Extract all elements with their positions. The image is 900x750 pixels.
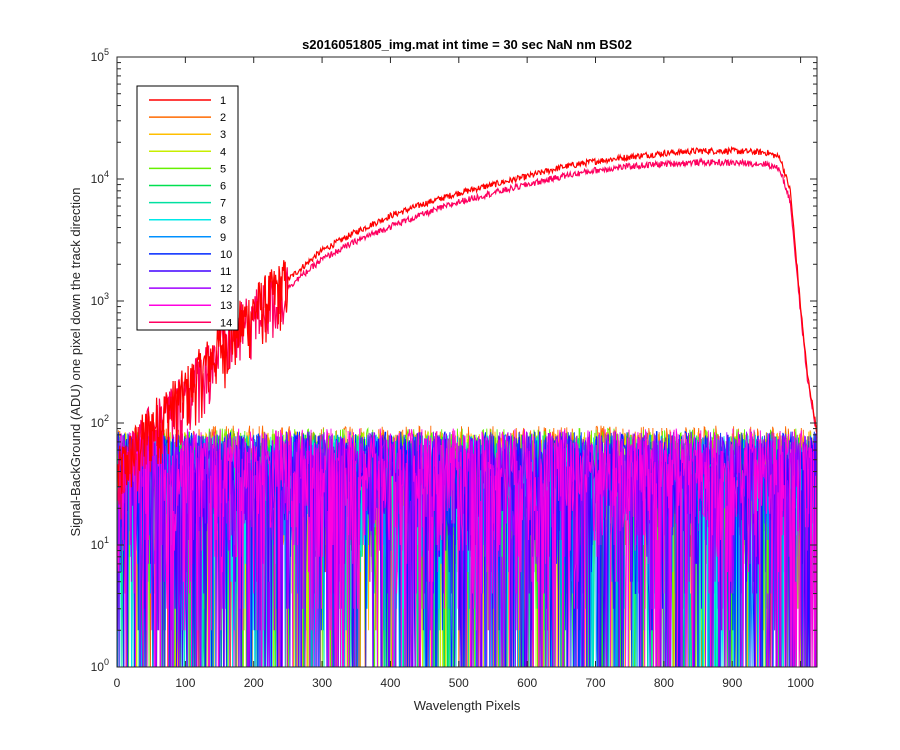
series-line-13: [117, 428, 818, 668]
legend-label-3: 3: [220, 129, 226, 141]
y-tick-label: 102: [91, 413, 109, 430]
y-tick-label: 101: [91, 535, 109, 552]
plot-area-frame: [116, 56, 818, 668]
x-tick-label: 900: [722, 676, 742, 690]
y-tick-label: 104: [91, 169, 109, 186]
y-axis-label: Signal-BackGround (ADU) one pixel down t…: [68, 187, 83, 536]
legend-label-11: 11: [220, 266, 231, 278]
x-axis-ticks: 0 100 200 300 400 500 600 700 800 900 1000: [114, 57, 814, 690]
x-tick-label: 1000: [787, 676, 814, 690]
x-tick-label: 100: [175, 676, 195, 690]
x-tick-label: 500: [449, 676, 469, 690]
y-tick-label: 103: [91, 291, 109, 308]
x-tick-label: 800: [654, 676, 674, 690]
legend-label-8: 8: [220, 215, 226, 227]
legend-label-14: 14: [220, 317, 232, 329]
legend-label-12: 12: [220, 283, 232, 295]
legend-label-2: 2: [220, 112, 226, 124]
x-tick-label: 0: [114, 676, 121, 690]
legend-box: [136, 85, 239, 331]
legend-label-1: 1: [220, 95, 226, 107]
chart-title: s2016051805_img.mat int time = 30 sec Na…: [302, 37, 632, 52]
x-tick-label: 700: [586, 676, 606, 690]
legend-label-9: 9: [220, 232, 226, 244]
legend-label-5: 5: [220, 163, 226, 175]
legend-label-13: 13: [220, 300, 232, 312]
x-axis-label: Wavelength Pixels: [414, 698, 521, 713]
y-tick-label: 100: [91, 657, 109, 674]
x-tick-label: 600: [517, 676, 537, 690]
legend-label-6: 6: [220, 181, 226, 193]
x-tick-label: 300: [312, 676, 332, 690]
legend-label-7: 7: [220, 198, 226, 210]
x-tick-label: 400: [380, 676, 400, 690]
legend-label-10: 10: [220, 249, 232, 261]
series-layer: [117, 145, 818, 668]
x-tick-label: 200: [244, 676, 264, 690]
legend-label-4: 4: [220, 146, 226, 158]
y-tick-label: 105: [91, 47, 109, 64]
